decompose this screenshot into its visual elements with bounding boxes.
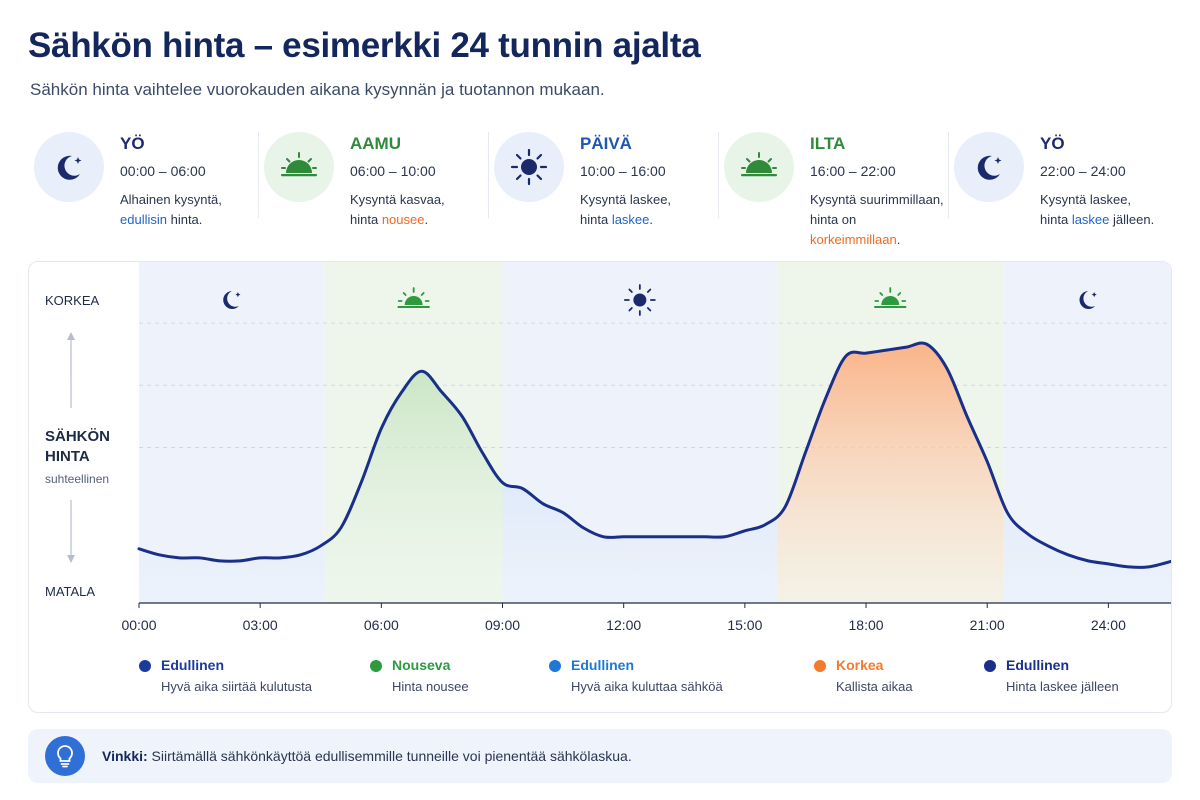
sunrise-icon — [397, 287, 430, 308]
moon-icon — [34, 132, 104, 202]
area-fill — [777, 342, 1004, 603]
area-fill — [324, 371, 503, 603]
period-name: YÖ — [120, 134, 145, 153]
period-name: ILTA — [810, 134, 846, 153]
tip-banner: Vinkki: Siirtämällä sähkönkäyttöä edulli… — [28, 729, 1172, 783]
sun-icon — [494, 132, 564, 202]
period-name: AAMU — [350, 134, 401, 153]
y-arrow-down-head — [67, 555, 75, 563]
period-card-evening: ILTA 16:00 – 22:00 Kysyntä suurimmillaan… — [718, 124, 948, 247]
sun-icon — [623, 284, 656, 316]
price-chart-card: 00:00 03:00 06:00 09:00 12:00 15:00 18:00 21:00… — [28, 261, 1172, 713]
period-time: 00:00 – 06:00 — [120, 163, 206, 179]
page-subtitle: Sähkön hinta vaihtelee vuorokauden aikan… — [30, 80, 605, 99]
period-summary: YÖ 00:00 – 06:00 Alhainen kysyntä, edull… — [28, 124, 1178, 247]
x-tick-label: 09:00 — [485, 617, 520, 633]
page-title: Sähkön hinta – esimerkki 24 tunnin ajalt… — [28, 26, 701, 65]
y-axis-low-label: MATALA — [45, 584, 96, 599]
tip-text: Vinkki: Siirtämällä sähkönkäyttöä edulli… — [102, 748, 632, 764]
period-band — [139, 262, 325, 603]
lightbulb-icon — [45, 736, 85, 776]
moon-icon — [954, 132, 1024, 202]
x-tick-label: 15:00 — [727, 617, 762, 633]
x-tick-label: 00:00 — [121, 617, 156, 633]
period-card-morning: AAMU 06:00 – 10:00 Kysyntä kasvaa, hinta… — [258, 124, 488, 227]
sunset-icon — [724, 132, 794, 202]
period-card-late-night: YÖ 22:00 – 24:00 Kysyntä laskee, hinta l… — [948, 124, 1178, 227]
x-tick-label: 18:00 — [849, 617, 884, 633]
area-fill — [1003, 504, 1171, 603]
period-card-day: PÄIVÄ 10:00 – 16:00 Kysyntä laskee, hint… — [488, 124, 718, 227]
x-tick-label: 24:00 — [1091, 617, 1126, 633]
period-time: 06:00 – 10:00 — [350, 163, 436, 179]
period-name: YÖ — [1040, 134, 1065, 153]
period-description: Kysyntä kasvaa, hinta nousee. — [350, 192, 445, 227]
price-line — [137, 341, 1171, 569]
period-time: 10:00 – 16:00 — [580, 163, 666, 179]
period-time: 22:00 – 24:00 — [1040, 163, 1126, 179]
sunrise-icon — [264, 132, 334, 202]
price-chart: 00:00 03:00 06:00 09:00 12:00 15:00 18:00 21:00… — [67, 262, 1171, 633]
y-axis-title: SÄHKÖN HINTA — [45, 428, 111, 465]
sunset-icon — [874, 287, 907, 308]
x-tick-label: 12:00 — [606, 617, 641, 633]
moon-icon — [223, 291, 241, 309]
x-tick-label: 03:00 — [243, 617, 278, 633]
period-description: Kysyntä laskee, hinta laskee. — [580, 192, 672, 227]
period-card-night: YÖ 00:00 – 06:00 Alhainen kysyntä, edull… — [28, 124, 258, 227]
area-fill — [502, 482, 778, 603]
y-axis-subtitle: suhteellinen — [45, 472, 110, 486]
period-name: PÄIVÄ — [580, 134, 632, 153]
x-tick-label: 21:00 — [970, 617, 1005, 633]
period-description: Kysyntä suurimmillaan, hinta on korkeimm… — [810, 192, 944, 247]
period-description: Kysyntä laskee, hinta laskee jälleen. — [1040, 192, 1155, 227]
y-axis-high-label: KORKEA — [45, 293, 100, 308]
moon-icon — [1079, 291, 1097, 309]
y-arrow-up-head — [67, 332, 75, 340]
period-description: Alhainen kysyntä, edullisin hinta. — [120, 192, 222, 227]
x-tick-label: 06:00 — [364, 617, 399, 633]
period-time: 16:00 – 22:00 — [810, 163, 896, 179]
